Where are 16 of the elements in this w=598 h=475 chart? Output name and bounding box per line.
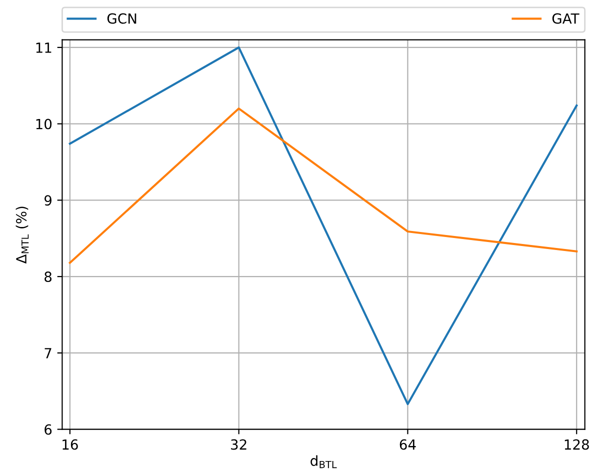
y-tick-label: 7 bbox=[44, 348, 52, 358]
x-tick-label: 16 bbox=[62, 439, 78, 450]
y-tick-label: 6 bbox=[44, 424, 52, 435]
y-tick-label: 9 bbox=[44, 195, 52, 206]
x-axis-title: d$_{BTL}$ bbox=[310, 455, 337, 468]
line-series bbox=[68, 107, 578, 264]
line-series bbox=[68, 46, 578, 406]
y-axis-title: Δ$_{MTL}$ (%) bbox=[16, 206, 29, 264]
legend-label: GAT bbox=[552, 13, 580, 24]
y-tick-label: 8 bbox=[44, 272, 52, 282]
x-tick-label: 128 bbox=[564, 439, 589, 450]
legend-label: GCN bbox=[107, 13, 136, 24]
y-tick-label: 10 bbox=[36, 118, 52, 130]
x-tick-label: 32 bbox=[231, 439, 246, 450]
x-tick-label: 64 bbox=[400, 439, 416, 450]
y-tick-label: 11 bbox=[36, 42, 52, 53]
